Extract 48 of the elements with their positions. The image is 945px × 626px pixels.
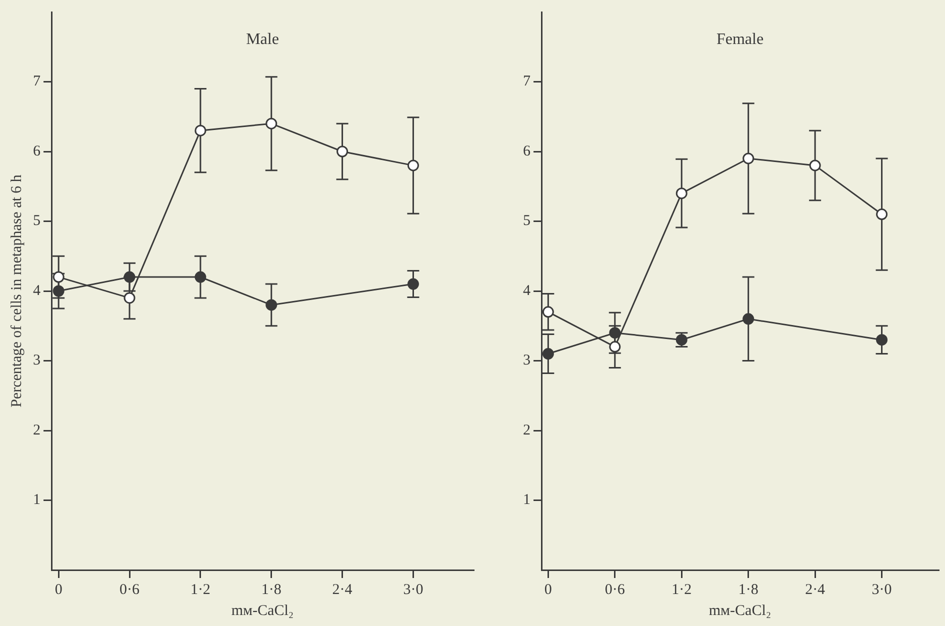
text: Female <box>716 31 764 48</box>
y-axis-title: Percentage of cells in metaphase at 6 h <box>8 174 25 408</box>
x-axis-title: mᴍ-CaCl₂ <box>231 602 294 619</box>
x-tick-label: 0 <box>54 582 62 598</box>
y-tick-label: 5 <box>523 213 530 230</box>
point <box>124 271 136 283</box>
x-tick-label: 3·0 <box>872 582 892 598</box>
point <box>809 160 821 172</box>
y-tick-label: 1 <box>523 492 530 508</box>
x-tick-label: 0·6 <box>604 582 626 598</box>
text: Male <box>246 31 279 48</box>
x-tick-label: 1·2 <box>190 582 210 598</box>
y-tick-label: 4 <box>33 282 41 299</box>
point <box>876 208 888 220</box>
point <box>609 327 621 339</box>
x-axis-title: mᴍ-CaCl₂ <box>708 602 772 619</box>
point <box>742 313 754 325</box>
point <box>336 146 348 158</box>
x-tick-label: 1·2 <box>672 582 692 598</box>
point <box>407 278 419 290</box>
y-tick-label: 5 <box>33 213 40 230</box>
y-tick-label: 6 <box>523 143 531 160</box>
point <box>609 341 621 353</box>
y-tick-label: 4 <box>523 282 531 299</box>
point <box>876 334 888 346</box>
x-tick-label: 1·8 <box>261 582 282 598</box>
point <box>407 160 419 172</box>
x-tick-label: 2·4 <box>332 582 353 598</box>
y-tick-label: 6 <box>33 143 41 160</box>
point <box>194 271 206 283</box>
y-tick-label: 1 <box>33 492 40 508</box>
x-tick-label: 3·0 <box>403 582 424 598</box>
x-tick-label: 0·6 <box>120 582 140 598</box>
y-tick-label: 3 <box>523 352 530 369</box>
x-tick-label: 1·8 <box>738 582 758 598</box>
point <box>194 124 206 136</box>
point <box>742 152 754 164</box>
x-tick-label: 0 <box>544 582 552 598</box>
point <box>266 299 278 311</box>
point <box>266 118 278 130</box>
y-tick-label: 3 <box>33 352 40 369</box>
point <box>124 292 136 304</box>
point <box>676 188 688 200</box>
y-tick-label: 2 <box>523 422 530 438</box>
y-tick-label: 2 <box>33 422 40 438</box>
x-tick-label: 2·4 <box>805 582 826 598</box>
y-tick-label: 7 <box>523 74 531 90</box>
y-tick-label: 7 <box>33 74 41 90</box>
